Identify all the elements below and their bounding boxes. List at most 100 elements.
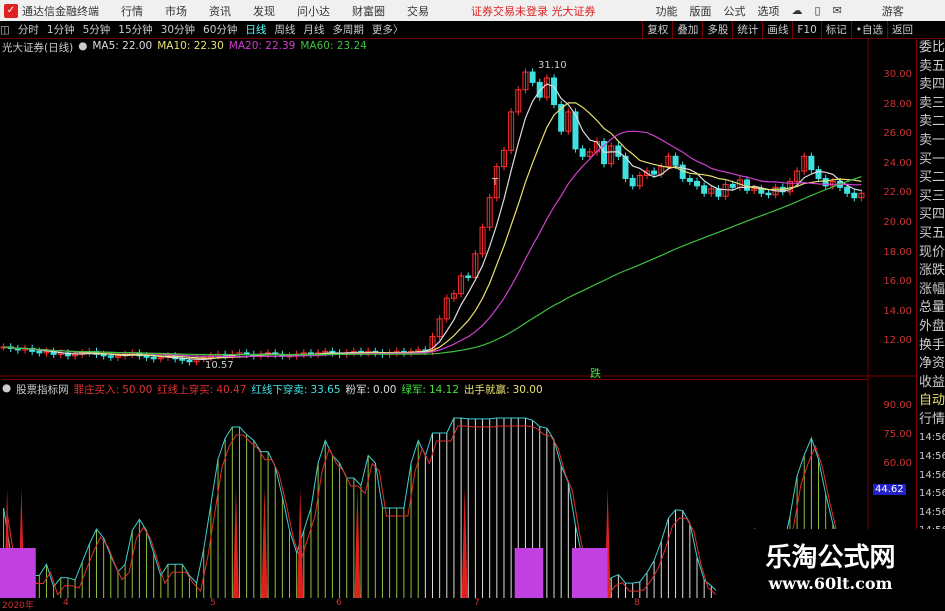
menu-ask[interactable]: 问小达 (297, 4, 330, 18)
quote-field-label: 买五 (919, 225, 945, 241)
ma10-value: MA10: 22.30 (157, 40, 224, 52)
candle-body (815, 169, 822, 179)
quote-field-label: 卖一 (919, 132, 945, 148)
pink-block (514, 548, 544, 598)
period-tab[interactable]: 周线 (274, 24, 296, 36)
candle-body (694, 180, 701, 187)
period-tab[interactable]: 分时 (17, 24, 39, 36)
menu-layout[interactable]: 版面 (689, 4, 712, 18)
period-tab[interactable]: 5分钟 (82, 24, 111, 36)
period-tab[interactable]: 1分钟 (46, 24, 75, 36)
indicator-tick: 75.00 (883, 429, 912, 440)
price-tick: 14.00 (883, 305, 912, 317)
candle-body (36, 350, 43, 354)
candle-body (450, 293, 457, 299)
settings-icon[interactable]: ● (2, 382, 12, 394)
period-tab[interactable]: 月线 (303, 24, 325, 36)
indicator-lines (0, 417, 866, 599)
quote-panel: 委比 卖五 卖四 卖三 卖二 卖一 买一 买二 买三 买四 买五 现价 涨跌 涨幅 总量 外盘 换手 净资 收益 自动… (916, 39, 945, 609)
buy-spike (261, 488, 268, 598)
candle-body (844, 186, 851, 194)
menu-wealth[interactable]: 财富圈 (352, 4, 385, 18)
candle-body (114, 355, 121, 358)
stats-button[interactable]: 统计 (732, 21, 762, 39)
quote-field-label: 委比 (919, 40, 945, 55)
more-periods[interactable]: 更多〉 (371, 24, 404, 36)
candle-body (515, 89, 522, 113)
settings-icon[interactable]: ● (78, 40, 88, 52)
panel-toggle-icon[interactable]: ◫ (0, 23, 10, 36)
cloud-icon[interactable]: ☁ (791, 4, 803, 17)
buy-spike (354, 488, 361, 598)
mark-button[interactable]: 标记 (820, 21, 851, 39)
price-tick: 24.00 (883, 157, 912, 169)
moving-averages (3, 83, 862, 361)
indicator-item: 绿军: 14.12 (401, 382, 459, 397)
candle-body (643, 170, 650, 177)
quote-field-label: 14:56 (919, 469, 945, 481)
price-tick: 28.00 (883, 98, 912, 110)
indicator-item-value: 33.65 (310, 384, 341, 396)
quote-field-label: 买三 (919, 188, 945, 204)
candle-body (686, 177, 693, 182)
buy-spike (297, 488, 304, 598)
ma10-line (3, 102, 862, 359)
quote-field-label: 14:56 (919, 488, 945, 500)
candle-body (858, 192, 865, 199)
date-axis: 2020年 4 5 6 7 8 (0, 598, 868, 611)
menu-news[interactable]: 资讯 (209, 4, 231, 18)
user-label[interactable]: 游客 (881, 4, 904, 18)
candle-body (500, 149, 507, 168)
phone-icon[interactable]: ▯ (814, 4, 821, 17)
candle-body (751, 188, 758, 191)
message-icon[interactable]: ✉ (832, 4, 842, 17)
candle-body (729, 183, 736, 188)
candle-body (479, 226, 486, 255)
date-tick: 4 (63, 598, 69, 608)
buy-spike (232, 488, 239, 598)
price-tick: 30.00 (883, 69, 912, 80)
stock-title: 光大证券(日线) (2, 42, 74, 54)
period-tab[interactable]: 多周期 (332, 24, 364, 36)
quote-field-label: 行情 (919, 411, 945, 427)
f10-button[interactable]: F10 (792, 21, 820, 39)
candle-body (808, 155, 815, 171)
menu-discover[interactable]: 发现 (253, 4, 275, 18)
quote-field-label: 买四 (919, 207, 945, 223)
overlay-button[interactable]: 叠加 (672, 21, 702, 39)
t-marker: T (491, 177, 499, 188)
login-warning[interactable]: 证券交易未登录 光大证券 (471, 4, 596, 18)
candle-body (529, 71, 536, 83)
period-tab[interactable]: 15分钟 (118, 24, 153, 36)
multi-stock-button[interactable]: 多股 (702, 21, 732, 39)
date-tick: 5 (210, 598, 216, 608)
menu-function[interactable]: 功能 (655, 4, 678, 18)
candle-body (157, 356, 164, 360)
menu-markets[interactable]: 市场 (165, 4, 187, 18)
period-tab-daily[interactable]: 日线 (245, 24, 267, 36)
ma60-line (3, 176, 862, 356)
period-tab[interactable]: 30分钟 (160, 24, 196, 36)
menu-market[interactable]: 行情 (121, 4, 143, 18)
menu-formula[interactable]: 公式 (723, 4, 746, 18)
period-tab[interactable]: 60分钟 (203, 24, 238, 36)
candle-body (186, 359, 193, 363)
draw-button[interactable]: 画线 (762, 21, 792, 39)
quote-field-label: 收益 (919, 374, 945, 390)
watchlist-button[interactable]: •自选 (850, 21, 887, 39)
indicator-item: 罪庄买入: 50.00 (74, 382, 153, 397)
back-button[interactable]: 返回 (887, 21, 917, 39)
candle-body (551, 77, 558, 106)
candle-body (458, 275, 465, 295)
quote-field-label: 卖二 (919, 114, 945, 130)
date-tick: 7 (474, 598, 480, 608)
menu-trade[interactable]: 交易 (407, 4, 429, 18)
indicator-name: 股票指标网 (16, 384, 69, 396)
indicator-item-value: 14.12 (428, 384, 460, 396)
adjust-button[interactable]: 复权 (642, 21, 672, 39)
menu-options[interactable]: 选项 (757, 4, 780, 18)
indicator-legend: ● 股票指标网 罪庄买入: 50.00 红线上穿买: 40.47 红线下穿卖: 33.65… (2, 379, 868, 397)
period-toolbar: ◫ 分时 1分钟 5分钟 15分钟 30分钟 60分钟 日线 周线 月线 多周期… (0, 21, 945, 39)
candle-body (443, 297, 450, 320)
